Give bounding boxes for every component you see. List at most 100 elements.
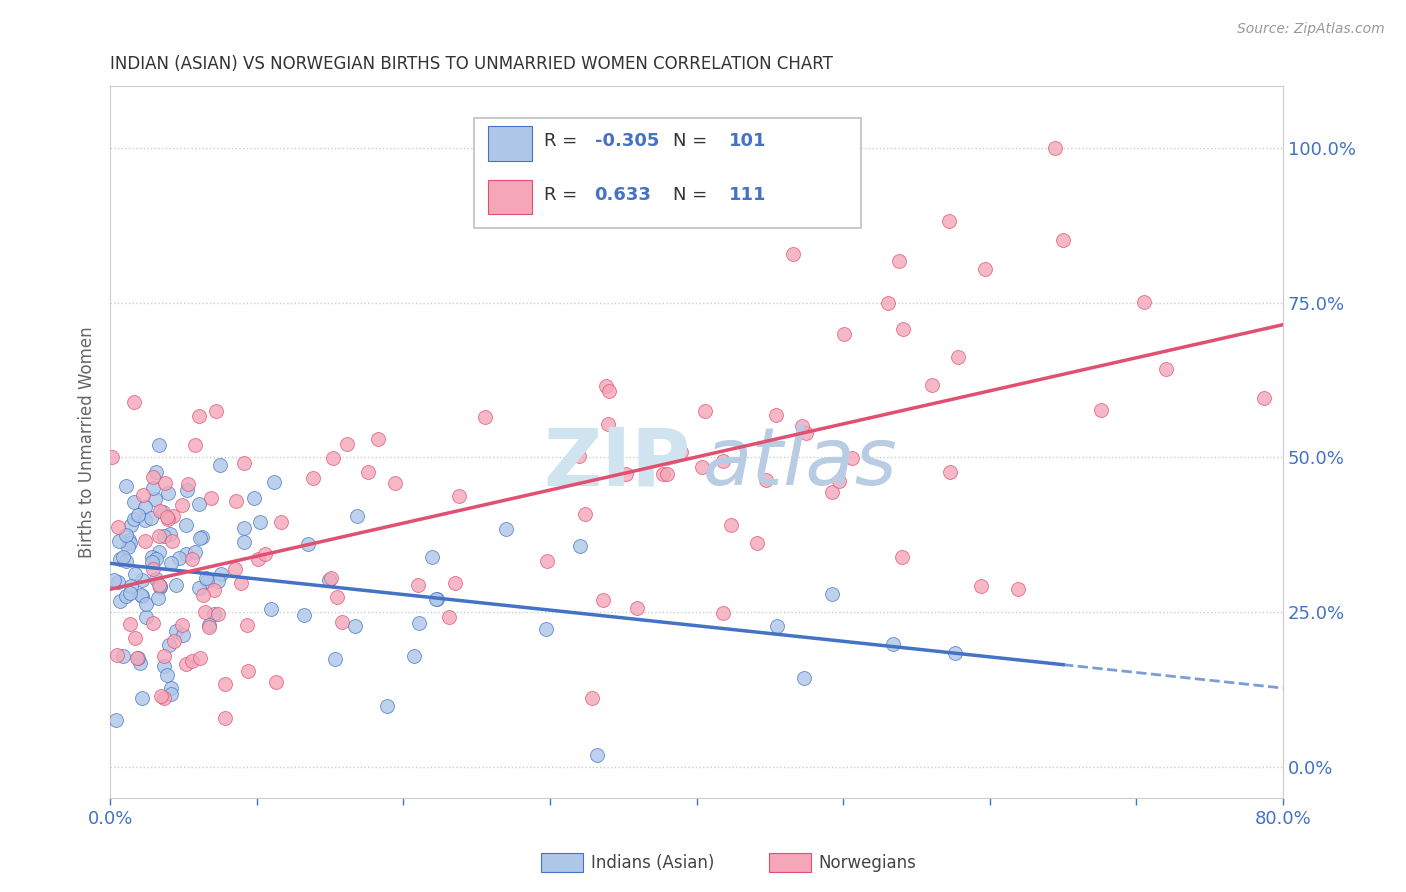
Point (163, 634, 186, 648)
Point (115, 527, 138, 541)
Point (118, 586, 141, 600)
Point (404, 648, 426, 663)
Point (581, 690, 603, 705)
Point (145, 573, 167, 587)
Point (172, 499, 194, 513)
Point (207, 607, 229, 622)
Point (135, 610, 157, 624)
Point (319, 571, 342, 585)
Point (592, 593, 614, 607)
Point (142, 469, 165, 483)
Point (118, 536, 141, 550)
Point (193, 588, 215, 602)
Point (108, 552, 131, 566)
Point (149, 504, 172, 518)
Point (1007, 582, 1029, 597)
Point (131, 488, 153, 502)
Point (253, 547, 276, 561)
Point (160, 534, 183, 549)
Point (176, 657, 198, 672)
Text: INDIAN (ASIAN) VS NORWEGIAN BIRTHS TO UNMARRIED WOMEN CORRELATION CHART: INDIAN (ASIAN) VS NORWEGIAN BIRTHS TO UN… (110, 55, 832, 73)
Point (720, 518, 742, 533)
Point (343, 619, 366, 633)
Point (124, 566, 146, 581)
Point (690, 459, 713, 474)
Point (841, 450, 863, 465)
Point (174, 547, 197, 561)
Point (330, 615, 353, 630)
Point (232, 535, 254, 549)
Point (408, 616, 430, 631)
Point (595, 379, 617, 393)
Point (104, 713, 127, 727)
Point (115, 553, 138, 567)
Point (346, 508, 368, 523)
Point (970, 579, 993, 593)
Point (180, 552, 202, 566)
Point (263, 475, 285, 489)
Bar (488, 180, 533, 214)
Point (157, 638, 180, 652)
Point (326, 590, 349, 604)
Point (747, 535, 769, 549)
Point (131, 574, 153, 588)
Point (148, 578, 170, 592)
Text: N =: N = (673, 132, 713, 151)
Point (145, 552, 167, 566)
Point (877, 296, 900, 310)
Point (292, 608, 315, 623)
Point (325, 651, 347, 665)
Point (149, 579, 172, 593)
Point (101, 450, 124, 464)
Point (127, 651, 149, 665)
Point (202, 607, 225, 621)
Point (205, 403, 228, 417)
Point (236, 665, 259, 679)
Point (149, 690, 172, 704)
Point (821, 484, 844, 499)
Point (827, 474, 849, 488)
Point (152, 505, 174, 519)
Point (214, 710, 236, 724)
Point (651, 467, 673, 481)
Point (156, 512, 179, 526)
Point (598, 417, 620, 431)
Point (190, 530, 212, 544)
Point (108, 534, 131, 549)
Point (131, 690, 153, 705)
Point (495, 522, 517, 536)
Text: Indians (Asian): Indians (Asian) (591, 854, 714, 871)
Point (162, 509, 184, 524)
Point (198, 620, 221, 634)
Point (755, 473, 778, 487)
Point (134, 534, 156, 549)
Point (128, 656, 150, 670)
Point (336, 437, 359, 451)
Point (207, 574, 229, 588)
Text: Norwegians: Norwegians (818, 854, 917, 871)
Point (184, 545, 207, 559)
Point (214, 677, 236, 691)
Point (122, 511, 145, 525)
Point (187, 581, 209, 595)
Point (891, 322, 914, 336)
Point (194, 571, 217, 585)
Point (297, 536, 319, 550)
Point (209, 567, 232, 582)
Point (135, 597, 157, 611)
Point (1253, 391, 1275, 405)
Point (115, 589, 138, 603)
Point (568, 449, 591, 463)
Point (202, 583, 225, 598)
Point (782, 246, 804, 260)
Point (1090, 403, 1112, 417)
Point (614, 467, 637, 481)
Point (585, 747, 607, 762)
Point (152, 690, 174, 705)
Text: atlas: atlas (703, 425, 897, 502)
Point (793, 671, 815, 685)
Point (159, 687, 181, 701)
Point (887, 254, 910, 268)
Point (921, 377, 943, 392)
Point (145, 465, 167, 479)
